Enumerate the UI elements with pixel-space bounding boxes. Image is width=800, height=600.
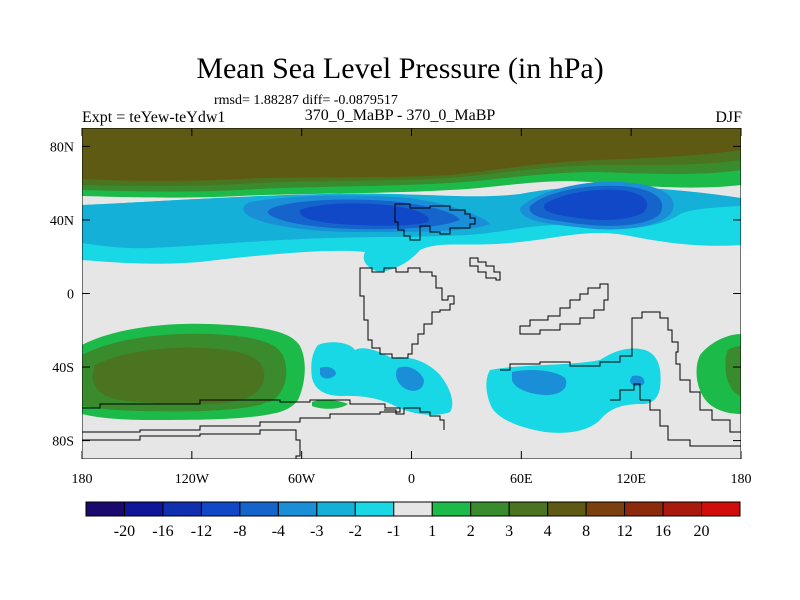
region-siberia-8: [544, 189, 648, 220]
colorbar-swatch: [470, 501, 510, 517]
outline-southern-east: [500, 311, 741, 433]
y-tick-label: 0: [67, 288, 74, 303]
colorbar-label: 12: [617, 523, 633, 540]
region-arctic-brown: [82, 128, 741, 181]
region-pacific-low-8: [299, 203, 429, 226]
outline-southern-center: [384, 407, 445, 430]
outline-southern-east-3: [610, 383, 641, 401]
y-tick-label: 40S: [52, 361, 74, 376]
colorbar-swatch: [200, 501, 241, 517]
outline-southern-west: [82, 399, 401, 433]
colorbar-label: 3: [505, 523, 513, 540]
y-tick-label: 80S: [52, 435, 74, 450]
colorbar-label: -8: [233, 523, 246, 540]
colorbar-swatch: [547, 501, 587, 517]
region-south-low-east-2: [512, 370, 567, 396]
outline-small-island-north: [469, 257, 501, 281]
outline-central-landmass: [359, 267, 455, 359]
colorbar-label: -1: [387, 523, 400, 540]
colorbar-swatch: [162, 501, 202, 517]
x-tick-label: 0: [408, 472, 415, 487]
region-south-low-west-3: [320, 366, 336, 379]
colorbar-swatch: [354, 501, 395, 517]
x-tick-label: 120E: [616, 472, 646, 487]
region-south-low-west-2: [396, 366, 424, 391]
colorbar-label: 20: [694, 523, 710, 540]
outline-southern-east-2: [640, 399, 741, 447]
center-label: 370_0_MaBP - 370_0_MaBP: [304, 107, 496, 124]
colorbar-swatch: [662, 501, 703, 517]
colorbar-swatch: [123, 501, 164, 517]
outline-eastern-landmass: [519, 283, 609, 335]
colorbar-label: 16: [655, 523, 671, 540]
x-tick-label: 180: [731, 472, 752, 487]
region-south-green-patch-2: [262, 401, 282, 412]
rmsd-diff-text: rmsd= 1.88287 diff= -0.0879517: [214, 93, 398, 108]
chart-title: Mean Sea Level Pressure (in hPa): [196, 52, 604, 85]
continent-outlines: [82, 203, 741, 459]
region-south-pacific-4: [92, 347, 265, 405]
colorbar-label: -20: [114, 523, 135, 540]
region-south-low-west: [311, 342, 453, 415]
x-axis-ticks: 180 120W 60W 0 60E 120E 180: [72, 128, 752, 487]
x-tick-label: 60E: [510, 472, 533, 487]
colorbar-label: 2: [467, 523, 475, 540]
colorbar: -20 -16 -12 -8 -4 -3 -2 -1 1 2 3 4 8 12 16 20: [85, 501, 741, 540]
x-tick-label: 120W: [175, 472, 210, 487]
colorbar-swatch: [239, 501, 279, 517]
outline-southern-west-2: [82, 429, 301, 459]
outline-north-east-landmass: [394, 203, 476, 241]
colorbar-label: -16: [152, 523, 173, 540]
y-tick-label: 80N: [50, 140, 74, 155]
colorbar-label: 8: [582, 523, 590, 540]
experiment-label: Expt = teYew-teYdw1: [82, 109, 226, 126]
colorbar-swatch: [701, 501, 741, 517]
colorbar-swatch: [431, 501, 472, 517]
colorbar-swatch: [277, 501, 318, 517]
region-southeast-high-2: [725, 346, 741, 396]
y-tick-label: 40N: [50, 214, 74, 229]
colorbar-label: -4: [272, 523, 285, 540]
season-label: DJF: [715, 109, 742, 126]
colorbar-label: -12: [191, 523, 212, 540]
map-field: [82, 128, 741, 459]
x-tick-label: 60W: [288, 472, 316, 487]
colorbar-swatch: [393, 501, 433, 517]
colorbar-swatch: [85, 501, 125, 517]
region-north-cyan-east: [706, 207, 741, 236]
colorbar-swatch: [585, 501, 626, 517]
region-south-green-patch: [312, 399, 348, 409]
colorbar-label: -3: [310, 523, 323, 540]
colorbar-swatch: [316, 501, 356, 517]
colorbar-swatch: [624, 501, 664, 517]
region-south-low-east: [486, 348, 661, 433]
y-axis-ticks: 80N 40N 0 40S 80S: [50, 140, 741, 450]
colorbar-label: -2: [349, 523, 362, 540]
x-tick-label: 180: [72, 472, 93, 487]
colorbar-swatch: [508, 501, 549, 517]
colorbar-label: 1: [428, 523, 436, 540]
colorbar-label: 4: [544, 523, 552, 540]
region-south-low-east-3: [630, 375, 645, 387]
